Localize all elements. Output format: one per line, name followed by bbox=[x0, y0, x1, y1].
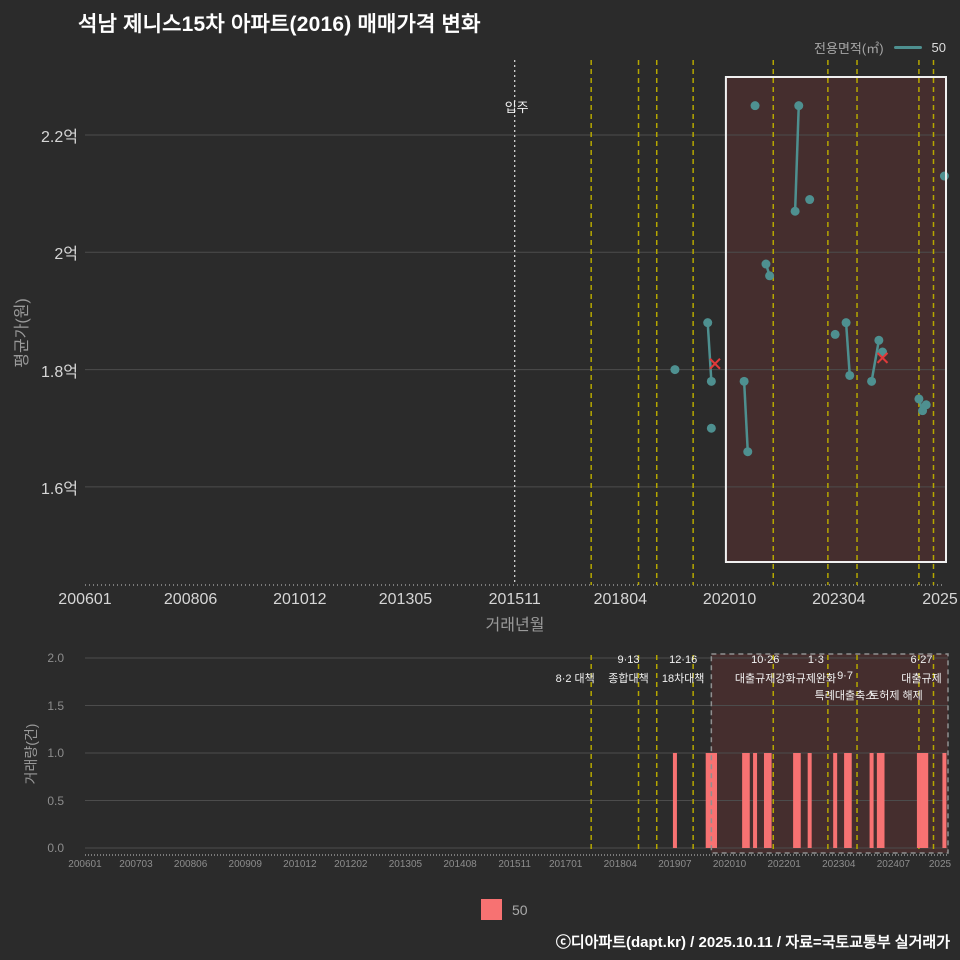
price-point[interactable] bbox=[874, 335, 884, 345]
legend-line-swatch bbox=[893, 46, 922, 49]
price-segment bbox=[742, 381, 750, 452]
legend-series-label[interactable]: 50 bbox=[931, 40, 946, 55]
volume-bar[interactable] bbox=[807, 753, 812, 848]
volume-bar[interactable] bbox=[672, 753, 677, 848]
main-x-axis-title: 거래년월 bbox=[485, 617, 545, 634]
price-point[interactable] bbox=[805, 195, 815, 205]
main-y-axis-title: 평균가(원) bbox=[14, 298, 31, 368]
price-segment bbox=[706, 322, 713, 382]
price-segment bbox=[793, 105, 801, 212]
price-point[interactable] bbox=[790, 206, 800, 216]
volume-bar[interactable] bbox=[847, 753, 852, 848]
volume-bar[interactable] bbox=[869, 753, 874, 848]
price-point[interactable] bbox=[914, 394, 924, 404]
volume-bar[interactable] bbox=[880, 753, 885, 848]
volume-bar[interactable] bbox=[796, 753, 801, 848]
highlight-region-fill bbox=[725, 77, 946, 562]
canceled-x-mark bbox=[709, 358, 721, 370]
price-point[interactable] bbox=[794, 101, 804, 111]
volume-bar[interactable] bbox=[916, 753, 921, 848]
volume-bar[interactable] bbox=[745, 753, 750, 848]
price-point[interactable] bbox=[921, 400, 931, 410]
price-point[interactable] bbox=[761, 259, 771, 269]
volume-y-axis-title: 거래량(건) bbox=[23, 723, 39, 785]
volume-bar[interactable] bbox=[705, 753, 710, 848]
price-point[interactable] bbox=[703, 318, 713, 328]
volume-bar[interactable] bbox=[763, 753, 768, 848]
legend-bar-swatch bbox=[481, 899, 502, 920]
legend-top: 전용면적(㎡) 50 bbox=[814, 38, 946, 57]
price-point[interactable] bbox=[765, 271, 775, 281]
volume-bar[interactable] bbox=[876, 753, 881, 848]
volume-bar[interactable] bbox=[844, 753, 849, 848]
price-point[interactable] bbox=[743, 447, 753, 457]
price-segment bbox=[870, 340, 881, 382]
price-point[interactable] bbox=[706, 423, 716, 433]
price-point[interactable] bbox=[867, 376, 877, 386]
legend-bar-label: 50 bbox=[512, 901, 528, 918]
price-segment bbox=[844, 322, 851, 376]
price-point[interactable] bbox=[706, 376, 716, 386]
price-point[interactable] bbox=[670, 365, 680, 375]
volume-bar[interactable] bbox=[742, 753, 747, 848]
volume-bar[interactable] bbox=[753, 753, 758, 848]
highlight-region-border bbox=[724, 76, 947, 563]
volume-bar[interactable] bbox=[793, 753, 798, 848]
volume-highlight-border bbox=[710, 653, 949, 854]
page-title: 석남 제니스15차 아파트(2016) 매매가격 변화 bbox=[78, 13, 481, 36]
price-point[interactable] bbox=[739, 376, 749, 386]
footer-credit: ⓒ디아파트(dapt.kr) / 2025.10.11 / 자료=국토교통부 실… bbox=[555, 934, 950, 951]
canceled-x-mark bbox=[876, 352, 889, 364]
price-point[interactable] bbox=[939, 171, 949, 181]
legend-bottom[interactable]: 50 bbox=[481, 899, 528, 920]
price-point[interactable] bbox=[750, 101, 760, 111]
price-point[interactable] bbox=[845, 370, 855, 380]
price-point[interactable] bbox=[841, 318, 851, 328]
volume-bar[interactable] bbox=[712, 753, 717, 848]
volume-bar[interactable] bbox=[924, 753, 929, 848]
volume-bar[interactable] bbox=[767, 753, 772, 848]
price-point[interactable] bbox=[830, 329, 840, 339]
volume-bar[interactable] bbox=[833, 753, 838, 848]
legend-area-label: 전용면적(㎡) bbox=[814, 41, 884, 56]
volume-bar[interactable] bbox=[920, 753, 925, 848]
volume-bar[interactable] bbox=[942, 753, 947, 848]
